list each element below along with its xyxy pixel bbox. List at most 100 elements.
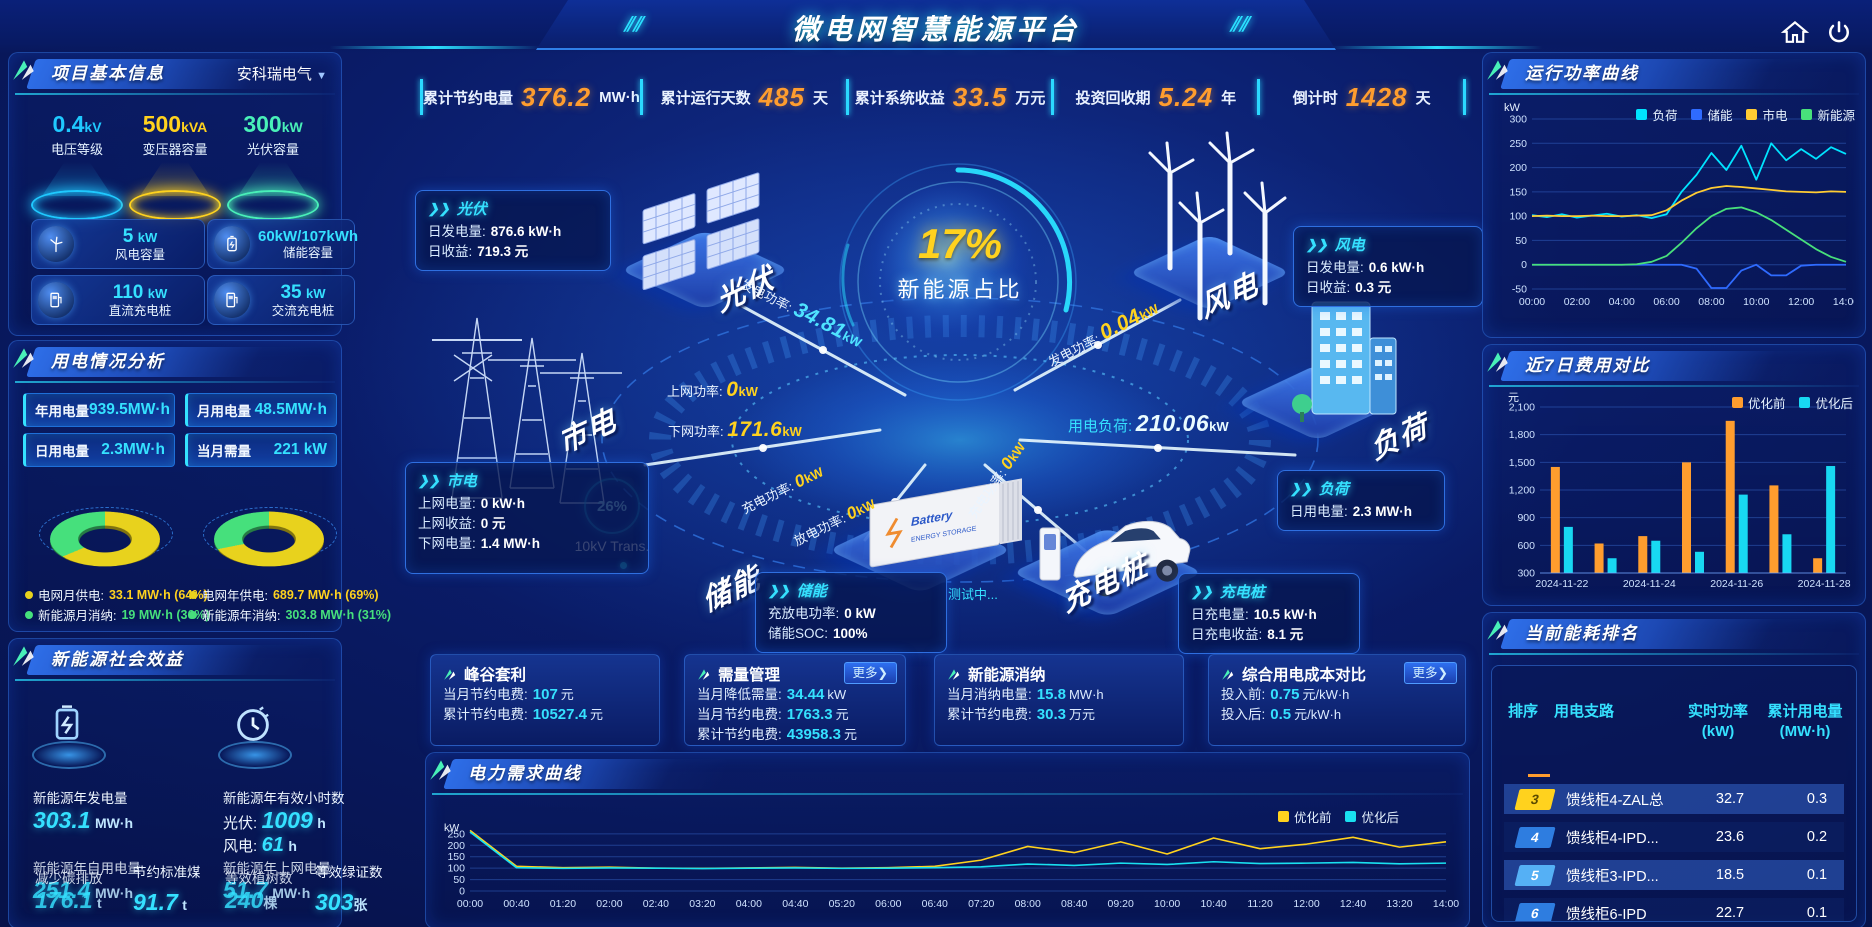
svg-text:0: 0	[459, 886, 465, 898]
renewable-share-indicator: 17% 新能源占比	[860, 220, 1060, 304]
flow-feed-in-power: 上网功率: 0kW	[667, 378, 758, 401]
spotlight-voltage: 0.4kV 电压等级	[25, 111, 129, 220]
svg-text:11:20: 11:20	[1247, 898, 1273, 910]
svg-text:150: 150	[447, 851, 465, 863]
legend-item: 市电	[1746, 105, 1787, 124]
legend-renewable-year: 新能源年消纳: 303.8 MW·h (31%)	[189, 605, 391, 624]
card-renewable-consumption: 新能源消纳 当月消纳电量: 15.8 MW·h 累计节约电费: 30.3 万元	[934, 654, 1184, 746]
panel-corner-icon	[1222, 669, 1234, 680]
svg-text:00:00: 00:00	[1519, 296, 1545, 308]
panel-corner-icon	[13, 60, 34, 80]
svg-text:06:00: 06:00	[875, 898, 901, 910]
svg-text:200: 200	[447, 840, 465, 852]
legend-grid-year: 电网年供电: 689.7 MW·h (69%)	[189, 585, 379, 604]
svg-text:10:40: 10:40	[1200, 898, 1226, 910]
svg-text:07:20: 07:20	[968, 898, 994, 910]
panel-title: 项目基本信息	[51, 64, 165, 83]
panel-corner-icon	[13, 646, 34, 666]
legend-item: 优化前	[1277, 807, 1331, 826]
svg-text:09:20: 09:20	[1108, 898, 1134, 910]
panel-corner-icon	[13, 348, 34, 368]
divider	[845, 79, 849, 115]
light-cone	[238, 162, 308, 196]
legend-grid-month: 电网月供电: 33.1 MW·h (64%)	[25, 585, 208, 604]
home-icon[interactable]	[1780, 18, 1810, 48]
divider	[1051, 79, 1055, 115]
svg-text:kW: kW	[1504, 102, 1521, 114]
legend-item: 新能源	[1801, 105, 1855, 124]
divider	[1489, 385, 1859, 387]
divider	[639, 79, 643, 115]
cost-chart-legend: 优化前 优化后	[1731, 393, 1853, 412]
svg-text:04:00: 04:00	[1609, 296, 1635, 308]
company-select[interactable]: 安科瑞电气 ▼	[237, 63, 327, 84]
chevrons-icon: ❯❯	[418, 472, 440, 488]
battery-container-icon: Battery ENERGY STORAGE	[845, 462, 1045, 587]
renewable-share-value: 17%	[917, 220, 1003, 267]
svg-text:300: 300	[1517, 568, 1535, 580]
stat-coal-saved: 节约标准煤 91.7 t	[133, 865, 201, 915]
svg-text:00:40: 00:40	[503, 898, 529, 910]
building-icon	[1282, 288, 1412, 443]
energy-flow-diagram	[601, 163, 1319, 583]
panel-title: 运行功率曲线	[1525, 64, 1639, 83]
stat-renewable-self-use: 新能源年自用电量 251.4 MW·h	[33, 861, 141, 903]
table-row[interactable]: 5 馈线柜3-IPD... 18.5 0.1	[1504, 860, 1844, 890]
svg-text:12:00: 12:00	[1788, 296, 1814, 308]
svg-text:900: 900	[1517, 512, 1535, 524]
svg-text:05:20: 05:20	[829, 898, 855, 910]
stat-month-usage: 月用电量 48.5MW·h	[185, 393, 337, 427]
capacity-card-storage: 60kW/107kWh 储能容量	[207, 219, 358, 269]
stat-day-usage: 日用电量 2.3MW·h	[23, 433, 175, 467]
info-box-wind: ❯❯ 风电 日发电量: 0.6 kW·h 日收益: 0.3 元	[1293, 226, 1483, 307]
spotlight-transformer: 500kVA 变压器容量	[123, 111, 227, 220]
table-row[interactable]: 6 馈线柜6-IPD 22.7 0.1	[1504, 898, 1844, 921]
panel-corner-icon	[430, 760, 451, 780]
svg-text:12:00: 12:00	[1293, 898, 1319, 910]
company-select-value[interactable]: 安科瑞电气	[236, 66, 312, 83]
renewable-share-label: 新能源占比	[897, 277, 1023, 302]
legend-item: 优化后	[1345, 807, 1399, 826]
info-box-load: ❯❯ 负荷 日用电量: 2.3 MW·h	[1277, 470, 1445, 531]
panel-title: 电力需求曲线	[468, 764, 582, 783]
kpi-payback: 投资回收期 5.24 年	[1075, 81, 1237, 112]
panel-demand-curve: 电力需求曲线 优化前 优化后 250 200 150 100 50 0 kW 00:00 00:4…	[425, 752, 1470, 927]
chevrons-icon: ❯❯	[428, 200, 450, 216]
panel-energy-ranking: 当前能耗排名 排序 用电支路 实时功率 (kW) 累计用电量 (MW·h) 3 …	[1482, 612, 1866, 927]
svg-text:100: 100	[1509, 211, 1527, 223]
solar-panels-icon	[625, 150, 785, 295]
panel-title: 新能源社会效益	[51, 650, 184, 669]
svg-text:2024-11-24: 2024-11-24	[1623, 578, 1676, 590]
power-chart-legend: 负荷 储能 市电 新能源	[1636, 105, 1855, 124]
svg-text:2024-11-22: 2024-11-22	[1535, 578, 1588, 590]
card-demand-management: 需量管理 更多❯ 当月降低需量: 34.44 kW 当月节约电费: 1763.3 元 累…	[684, 654, 906, 746]
divider	[15, 93, 335, 95]
table-row[interactable]: 3 馈线柜4-ZAL总 32.7 0.3	[1504, 784, 1844, 814]
battery-icon	[214, 226, 250, 262]
panel-corner-icon	[698, 669, 710, 680]
svg-text:14:00: 14:00	[1433, 898, 1459, 910]
svg-text:元: 元	[1508, 392, 1519, 404]
panel-project-info: 项目基本信息 安科瑞电气 ▼ 0.4kV 电压等级 500kVA 变压器容量 3…	[8, 52, 358, 336]
spotlight-pv: 300kW 光伏容量	[221, 111, 325, 220]
dc-charger-icon	[38, 282, 74, 318]
svg-text:100: 100	[447, 863, 465, 875]
more-button[interactable]: 更多❯	[1403, 662, 1457, 684]
legend-item: 优化后	[1799, 393, 1853, 412]
scroll-indicator	[1528, 774, 1550, 777]
ac-charger-icon	[214, 282, 250, 318]
kpi-run-days: 累计运行天数 485 天	[660, 81, 828, 112]
table-row[interactable]: 4 馈线柜4-IPD... 23.6 0.2	[1504, 822, 1844, 852]
stat-month-demand: 当月需量 221 kW	[185, 433, 337, 467]
banner-deco-right: ⫽⫽	[1230, 14, 1248, 36]
more-button[interactable]: 更多❯	[843, 662, 897, 684]
wind-turbines-icon	[1125, 118, 1295, 338]
svg-text:14:00: 14:00	[1833, 296, 1854, 308]
cost-compare-chart: 2,100 1,800 1,500 1,200 900 600 300 元 2024-11-22…	[1508, 392, 1851, 590]
power-icon[interactable]	[1824, 18, 1854, 48]
svg-text:08:00: 08:00	[1698, 296, 1724, 308]
donut-chart-month	[39, 481, 173, 567]
panel-corner-icon	[1487, 60, 1508, 80]
svg-text:02:00: 02:00	[1564, 296, 1590, 308]
ev-car-icon	[1018, 490, 1208, 620]
